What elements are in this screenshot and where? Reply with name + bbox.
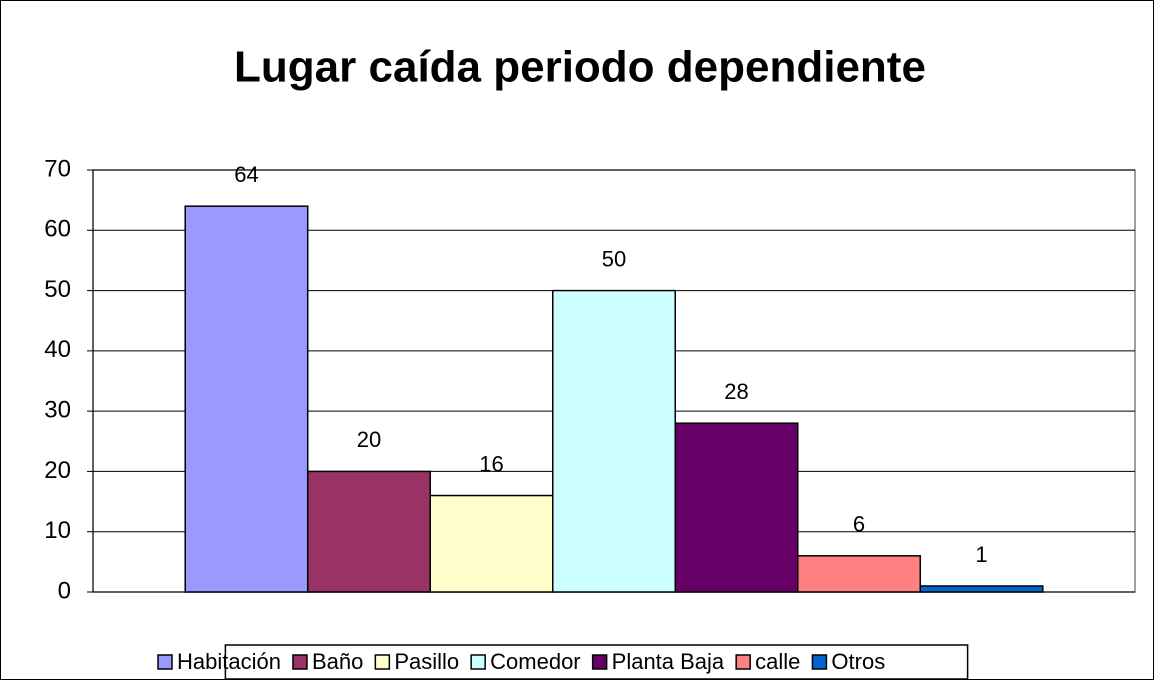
data-label: 64 — [234, 162, 258, 187]
legend-label: Habitación — [177, 649, 281, 674]
data-label: 6 — [853, 512, 865, 537]
bar — [184, 205, 309, 593]
legend-label: Planta Baja — [612, 649, 725, 674]
y-tick-label: 20 — [44, 457, 71, 484]
legend-swatch — [735, 654, 751, 670]
data-label: 20 — [357, 427, 381, 452]
legend-swatch — [811, 654, 828, 670]
bar — [919, 585, 1044, 593]
y-tick-label: 40 — [44, 336, 71, 363]
bar — [551, 289, 677, 593]
legend-label: Baño — [312, 649, 363, 674]
data-label: 1 — [975, 542, 987, 567]
legend-swatch — [292, 654, 308, 670]
bar — [306, 470, 431, 593]
y-tick-label: 0 — [58, 577, 71, 604]
legend-swatch — [157, 654, 173, 670]
bar — [429, 494, 554, 593]
legend-swatch — [470, 654, 486, 670]
y-tick-label: 50 — [44, 276, 71, 303]
legend-swatch — [374, 654, 391, 670]
y-tick-label: 60 — [44, 216, 71, 243]
legend-label: Pasillo — [394, 649, 459, 674]
chart-title: Lugar caída periodo dependiente — [234, 43, 926, 92]
bar — [674, 422, 799, 593]
y-tick-label: 10 — [44, 517, 71, 544]
legend-label: Comedor — [490, 649, 580, 674]
data-label: 50 — [602, 246, 626, 271]
bar — [797, 555, 922, 593]
y-tick-label: 30 — [44, 396, 71, 423]
data-label: 28 — [724, 379, 748, 404]
data-label: 16 — [479, 451, 503, 476]
legend-swatch — [591, 654, 608, 670]
legend-label: Otros — [831, 649, 885, 674]
y-tick-label: 70 — [44, 155, 71, 182]
legend-label: calle — [755, 649, 800, 674]
